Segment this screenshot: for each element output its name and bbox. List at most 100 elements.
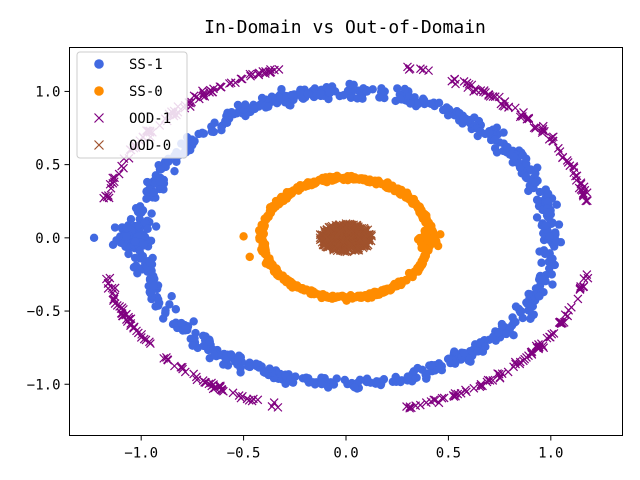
data-point-x <box>273 402 283 412</box>
data-point-x <box>578 282 588 292</box>
data-point <box>537 258 546 267</box>
data-point <box>435 364 445 374</box>
x-tick-label: 1.0 <box>538 446 563 462</box>
y-tick-label: 0.5 <box>35 158 60 174</box>
data-point-x <box>531 341 541 351</box>
data-point <box>518 151 528 160</box>
y-tick-label: −0.5 <box>27 304 61 320</box>
data-point-x <box>109 294 119 304</box>
data-point-x <box>564 305 574 315</box>
data-point <box>257 93 267 103</box>
data-point <box>316 88 325 98</box>
data-point <box>380 285 389 294</box>
data-point-x <box>236 74 246 84</box>
data-point <box>415 207 425 216</box>
data-point <box>164 157 173 166</box>
data-point-x <box>582 188 592 198</box>
data-point-x <box>406 403 416 413</box>
data-point-x <box>518 356 528 366</box>
data-point-x <box>178 364 188 374</box>
data-point-x <box>476 381 486 391</box>
data-point-x <box>361 231 371 241</box>
legend-marker <box>94 59 104 69</box>
legend-item: SS-0 <box>94 84 163 100</box>
data-point-x <box>531 122 541 132</box>
data-point-x <box>109 177 119 187</box>
data-point-x <box>579 274 589 283</box>
data-point <box>326 173 335 182</box>
data-point <box>401 193 410 202</box>
data-point-x <box>236 393 246 403</box>
data-point <box>287 90 296 100</box>
data-point-x <box>204 379 214 389</box>
data-point <box>408 272 417 282</box>
data-point <box>388 183 397 192</box>
data-point <box>413 99 423 109</box>
data-point <box>222 118 232 127</box>
data-point-x <box>439 393 449 403</box>
data-point-x <box>338 224 348 234</box>
data-point <box>368 291 377 301</box>
data-point <box>325 88 335 98</box>
y-tick-label: 1.0 <box>35 84 60 100</box>
data-point <box>522 159 531 169</box>
data-point <box>180 325 190 335</box>
data-point-x <box>117 309 127 318</box>
data-point-x <box>494 369 504 379</box>
data-point-x <box>105 273 115 283</box>
data-point <box>346 93 356 102</box>
data-point <box>459 114 468 123</box>
data-point-x <box>485 92 495 101</box>
data-point <box>153 295 163 304</box>
data-point <box>397 279 406 289</box>
data-point <box>138 206 148 215</box>
data-point <box>374 378 384 388</box>
data-point <box>236 363 245 373</box>
data-point-x <box>270 65 279 75</box>
data-point-x <box>573 294 583 304</box>
data-point <box>533 163 542 172</box>
data-point-x <box>578 188 588 198</box>
data-point <box>497 321 507 331</box>
data-point-x <box>450 74 460 84</box>
data-point <box>534 275 544 284</box>
data-point-x <box>343 233 353 243</box>
data-point <box>89 233 99 243</box>
data-point <box>258 236 268 246</box>
legend-box <box>76 51 188 159</box>
data-point <box>374 290 384 299</box>
data-point <box>421 251 430 261</box>
data-point <box>145 288 155 297</box>
data-point <box>250 104 259 114</box>
data-point <box>188 341 197 350</box>
data-point-x <box>405 403 415 413</box>
y-tick-label: 0.0 <box>35 231 60 247</box>
data-point <box>167 292 176 301</box>
chart-title: In-Domain vs Out-of-Domain <box>204 17 486 38</box>
data-point <box>227 108 236 117</box>
data-point <box>459 348 469 358</box>
data-point <box>340 293 350 303</box>
data-point <box>443 111 453 120</box>
data-point <box>199 129 209 138</box>
data-point <box>170 166 179 176</box>
data-point-x <box>237 74 247 84</box>
data-point-x <box>493 369 503 378</box>
data-point-x <box>103 279 113 288</box>
data-point <box>142 194 151 203</box>
x-axis: −1.0 −0.5 0.0 0.5 1.0 <box>124 435 563 462</box>
data-point <box>547 270 557 279</box>
data-point <box>133 269 142 278</box>
data-point-x <box>334 227 344 237</box>
x-tick-label: 0.5 <box>436 446 461 462</box>
data-point-x <box>177 362 187 372</box>
data-point-x <box>459 77 469 86</box>
legend-marker <box>94 140 104 150</box>
data-point-x <box>245 69 255 79</box>
legend-label: OOD-1 <box>129 111 171 127</box>
data-point <box>350 383 359 392</box>
data-point <box>298 285 307 294</box>
data-point <box>523 299 532 309</box>
data-point <box>209 127 218 137</box>
data-point <box>284 189 293 199</box>
